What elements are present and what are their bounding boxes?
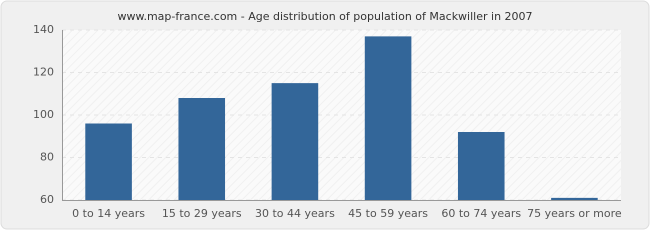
page: www.map-france.com - Age distribution of… — [0, 0, 650, 230]
bar — [85, 123, 132, 200]
y-tick-label: 100 — [33, 108, 54, 121]
bar — [271, 83, 319, 200]
x-tick-label: 60 to 74 years — [441, 207, 521, 220]
y-tick-label: 120 — [33, 66, 54, 79]
bar — [457, 132, 505, 200]
bar — [551, 197, 598, 200]
x-tick-label: 0 to 14 years — [72, 207, 145, 220]
bar — [178, 98, 226, 200]
bar — [364, 36, 412, 200]
x-tick-label: 45 to 59 years — [348, 207, 428, 220]
chart: www.map-france.com - Age distribution of… — [0, 0, 650, 230]
y-tick-label: 60 — [40, 193, 54, 206]
x-tick-label: 15 to 29 years — [162, 207, 242, 220]
chart-title: www.map-france.com - Age distribution of… — [117, 10, 532, 23]
y-tick-label: 140 — [33, 23, 54, 36]
x-tick-label: 30 to 44 years — [255, 207, 335, 220]
x-tick-label: 75 years or more — [527, 207, 622, 220]
y-tick-label: 80 — [40, 151, 54, 164]
